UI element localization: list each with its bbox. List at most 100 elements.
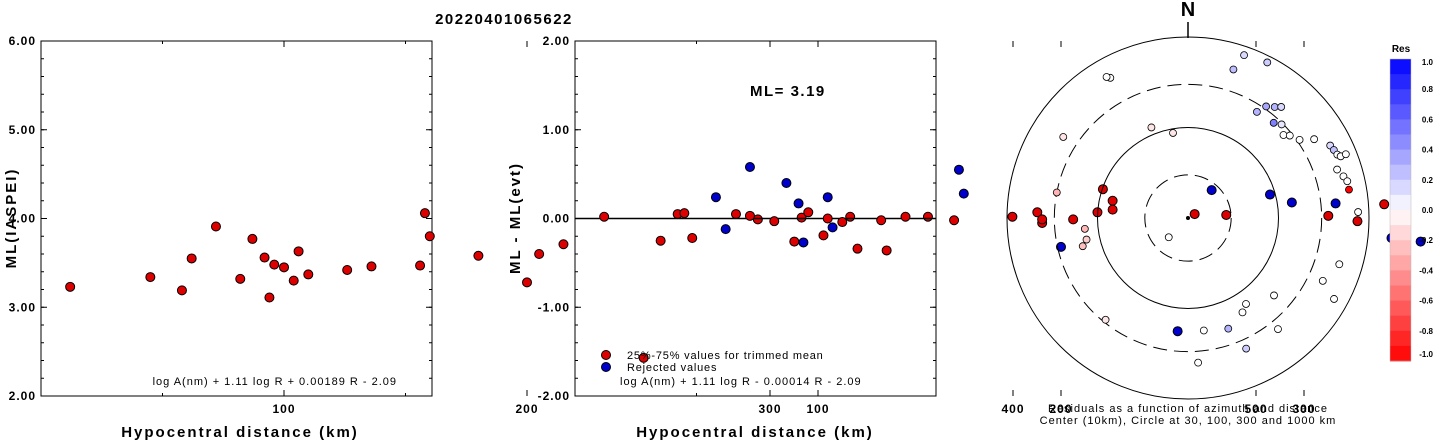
colorbar-cell [1390,270,1411,286]
station-point [264,292,275,303]
station-point [558,239,569,250]
residual-point [1352,216,1363,227]
distance-ring-300km [1053,83,1323,353]
colorbar-frame [1389,58,1412,362]
station-residual-point [1240,51,1248,60]
middle-ytick-label: 1.00 [543,123,570,137]
residual-point [1221,209,1232,220]
legend-marker-trimmed [601,350,611,360]
residual-point [958,188,969,199]
residual-point [798,237,809,248]
middle-ytick-label: -1.00 [538,300,570,314]
station-residual-point [1164,233,1173,242]
middle-ytick-label: 2.00 [543,34,570,48]
station-residual-point [1242,300,1250,308]
polar-caption-line2: Center (10km), Circle at 30, 100, 300 an… [1040,415,1337,427]
ml-value-label: ML= 3.19 [750,83,826,100]
station-residual-point [1333,165,1342,174]
station-residual-point [1335,260,1344,269]
colorbar-title: Res [1392,44,1411,55]
middle-xtick-label: 300 [1292,402,1315,416]
left-ytick-label: 4.00 [9,212,36,226]
station-residual-point [1270,103,1279,111]
station-residual-point [1082,235,1091,244]
colorbar-cell [1390,59,1411,75]
residual-point [1068,214,1079,225]
station-point [1032,207,1043,218]
station-point [235,273,246,284]
residual-point [837,217,848,228]
left-xtick-label: 400 [1001,402,1024,416]
legend: 25%-75% values for trimmed mean Rejected… [601,350,823,374]
residual-point [1264,189,1275,200]
residual-point [1172,326,1183,337]
station-residual-point [1078,242,1087,251]
station-point [1107,204,1118,215]
colorbar-tick-label: 0.6 [1422,115,1434,124]
residual-distance-panel: -2.00 -1.00 0.00 1.00 2.00 100 200 300 400 500 ML… [507,34,1426,441]
colorbar-cell [1390,285,1411,302]
north-label: N [1181,0,1195,21]
station-point [288,275,299,286]
station-point [342,264,353,275]
residual-point [781,178,792,188]
residual-point [876,215,887,226]
x-axis-label-middle: Hypocentral distance (km) [636,424,874,441]
station-point [366,261,377,272]
station-point [730,209,741,220]
residual-point [1330,198,1341,209]
colorbar-tick-label: -0.6 [1419,297,1433,306]
station-point [247,233,258,244]
colorbar-tick-label: 0.8 [1422,85,1434,94]
station-point [269,259,280,270]
station-point [259,252,270,263]
residual-point [769,216,780,227]
station-residual-point [1330,295,1338,303]
station-point [881,245,892,256]
station-point [638,352,649,363]
colorbar-tick-label: 1.0 [1422,58,1434,67]
residual-point [1323,210,1334,221]
residual-point [744,162,755,173]
station-point [65,281,76,292]
station-point [415,260,426,271]
colorbar-tick-label: -0.8 [1419,327,1433,336]
left-xtick-label: 500 [1244,402,1267,416]
residual-point [710,192,721,203]
station-residual-point [1059,133,1068,141]
polar-caption-line1: Residuals as a function of azimuth and d… [1048,403,1328,415]
station-residual-point [1147,123,1156,132]
colorbar-cell [1390,255,1411,271]
residual-point [1206,185,1217,196]
middle-xtick-label: 200 [1049,402,1072,416]
station-point [279,262,289,273]
epicenter-marker [1186,216,1190,220]
station-residual-point [1238,308,1247,317]
x-axis-label-left: Hypocentral distance (km) [121,424,359,441]
ml-distance-panel: 2.00 3.00 4.00 5.00 6.00 100 200 300 400 500 log … [3,34,1267,441]
legend-marker-rejected [601,362,611,372]
residual-point [1189,209,1200,220]
station-residual-point [1262,102,1271,111]
event-title: 20220401065622 [435,11,573,28]
colorbar-cell [1390,225,1411,241]
colorbar-cell [1390,300,1411,317]
station-point [852,243,863,254]
station-residual-point [1310,135,1319,144]
station-point [534,249,545,259]
residual-point [679,208,690,219]
residual-point [822,192,833,203]
station-residual-point [1169,129,1177,137]
colorbar-cell [1390,149,1411,166]
residual-point [793,198,804,209]
middle-ytick-label: -2.00 [538,389,570,403]
colorbar-cell [1390,134,1411,151]
legend-label-rejected: Rejected values [627,362,717,374]
station-point [655,235,666,246]
station-point [1037,214,1048,225]
colorbar-cell [1390,104,1411,120]
colorbar-tick-label: 0.0 [1422,206,1434,215]
station-residual-point [1263,58,1272,67]
residual-point [827,222,838,233]
